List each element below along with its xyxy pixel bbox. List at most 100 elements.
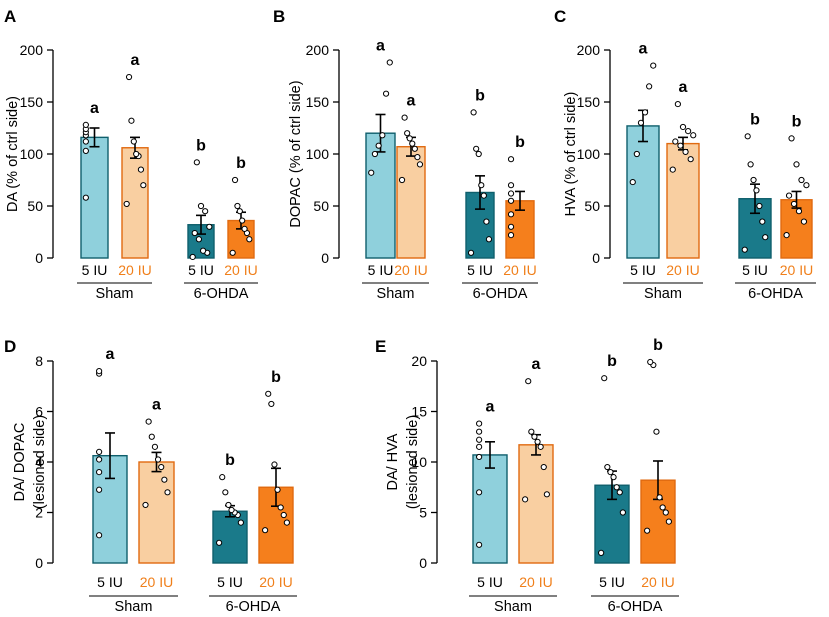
- data-point: [604, 463, 611, 471]
- data-point: [265, 390, 272, 397]
- data-point: [189, 253, 196, 261]
- y-axis-title: HVA (% of ctrl side): [563, 92, 579, 217]
- data-point: [368, 169, 375, 176]
- y-tick-label: 4: [35, 454, 43, 470]
- significance-letter: a: [131, 52, 140, 69]
- data-point: [682, 148, 689, 156]
- data-point: [241, 225, 248, 232]
- data-point: [685, 128, 692, 135]
- data-point: [133, 150, 140, 158]
- y-tick-label: 20: [411, 353, 427, 369]
- data-point: [762, 234, 769, 241]
- data-point: [476, 420, 483, 427]
- data-point: [647, 358, 654, 366]
- data-point: [96, 469, 103, 476]
- y-tick-label: 2: [35, 505, 43, 521]
- data-point: [470, 109, 477, 116]
- data-point: [382, 90, 390, 97]
- group-label: Sham: [96, 286, 134, 302]
- dose-label: 20 IU: [140, 574, 173, 590]
- data-point: [228, 506, 235, 514]
- data-point: [229, 249, 236, 256]
- bar: [626, 125, 660, 259]
- significance-letter: b: [271, 369, 281, 386]
- data-point: [793, 161, 800, 168]
- dose-label: 20 IU: [259, 574, 292, 590]
- significance-letter: a: [407, 93, 416, 110]
- dose-label: 5 IU: [368, 262, 394, 278]
- data-point: [690, 132, 697, 139]
- data-point: [759, 218, 766, 225]
- data-point: [151, 443, 159, 450]
- data-point: [475, 150, 482, 158]
- y-axis-title-line: DA/ DOPAC: [12, 423, 28, 502]
- data-point: [677, 142, 684, 149]
- data-point: [231, 176, 239, 184]
- data-point: [619, 509, 626, 516]
- data-point: [280, 511, 287, 519]
- y-axis-title: DOPAC (% of ctrl side): [288, 80, 304, 227]
- data-point: [531, 433, 538, 440]
- dose-label: 5 IU: [599, 574, 625, 590]
- group-label: Sham: [377, 286, 415, 302]
- data-point: [476, 443, 483, 450]
- dose-label: 20 IU: [666, 262, 699, 278]
- data-point: [485, 236, 493, 243]
- significance-letter: a: [106, 346, 115, 363]
- y-tick-label: 100: [577, 146, 601, 162]
- significance-letter: b: [196, 137, 206, 154]
- y-tick-label: 200: [20, 42, 44, 58]
- data-point: [145, 418, 152, 425]
- data-point: [507, 182, 515, 189]
- data-point: [507, 223, 515, 230]
- data-point: [750, 176, 757, 184]
- data-point: [473, 145, 480, 152]
- data-point: [96, 456, 103, 463]
- data-point: [206, 223, 213, 230]
- significance-letter: a: [152, 397, 161, 414]
- data-point: [96, 486, 103, 493]
- y-axis-title-line: (lesioned side): [32, 415, 48, 509]
- panel-B: B 0 50 100 150 200 DOPAC (% of ctrl side) a 5 IU…: [273, 7, 538, 302]
- group-label: Sham: [644, 286, 682, 302]
- data-point: [246, 236, 253, 243]
- data-point: [507, 232, 515, 239]
- data-point: [633, 150, 640, 158]
- significance-letter: b: [236, 155, 246, 172]
- data-point: [371, 150, 379, 158]
- panel-letter: D: [4, 337, 16, 356]
- bar: [365, 132, 396, 259]
- data-point: [154, 456, 162, 463]
- data-point: [476, 453, 483, 461]
- data-point: [148, 433, 155, 440]
- significance-letter: b: [653, 337, 663, 354]
- dose-label: 20 IU: [224, 262, 257, 278]
- data-point: [744, 133, 751, 140]
- data-point: [795, 208, 803, 215]
- data-point: [386, 59, 393, 66]
- data-point: [679, 123, 687, 131]
- data-point: [525, 378, 532, 385]
- data-point: [137, 166, 145, 173]
- significance-letter: a: [639, 41, 648, 58]
- data-point: [800, 218, 808, 225]
- y-tick-label: 50: [313, 198, 329, 214]
- data-point: [687, 156, 694, 163]
- data-point: [674, 100, 681, 108]
- data-point: [629, 178, 636, 186]
- panel-letter: B: [273, 7, 285, 26]
- significance-letter: a: [486, 399, 495, 416]
- data-point: [507, 156, 515, 163]
- group-label: 6-OHDA: [194, 286, 249, 302]
- significance-letter: a: [376, 37, 385, 54]
- y-tick-label: 0: [419, 555, 427, 571]
- y-tick-label: 200: [577, 42, 601, 58]
- dose-label: 20 IU: [780, 262, 813, 278]
- data-point: [747, 161, 754, 168]
- data-point: [476, 489, 483, 496]
- data-point: [672, 138, 679, 145]
- group-label: 6-OHDA: [608, 599, 663, 615]
- data-point: [476, 541, 483, 548]
- group-label: 6-OHDA: [473, 286, 528, 302]
- data-point: [82, 121, 89, 128]
